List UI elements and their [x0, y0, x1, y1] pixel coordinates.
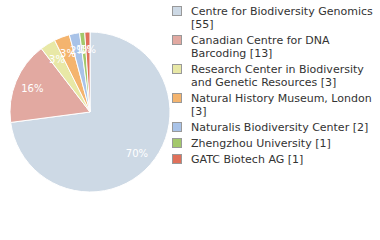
- svg-text:16%: 16%: [21, 83, 43, 94]
- html-text:Canadian Centre for DNA Barcod: Canadian Centre for DNA Barcoding [13]: [191, 34, 330, 60]
- html-text:Naturalis Biodiversity Center: Naturalis Biodiversity Center [2]: [191, 121, 369, 134]
- svg-text:1%: 1%: [80, 44, 96, 55]
- svg-text:70%: 70%: [126, 148, 148, 159]
- html-text:GATC Biotech AG [1]: GATC Biotech AG [1]: [191, 153, 304, 166]
- svg-text:3%: 3%: [49, 53, 65, 65]
- html-text:Research Center in Biodiversit: Research Center in Biodiversity and Gene…: [191, 63, 364, 89]
- html-text:Zhengzhou University [1]: Zhengzhou University [1]: [191, 137, 331, 150]
- svg-text:3%: 3%: [60, 48, 76, 60]
- html-text:Natural History Museum, London: Natural History Museum, London [3]: [191, 92, 372, 118]
- html-text:Centre for Biodiversity Genomi: Centre for Biodiversity Genomics [55]: [191, 5, 373, 31]
